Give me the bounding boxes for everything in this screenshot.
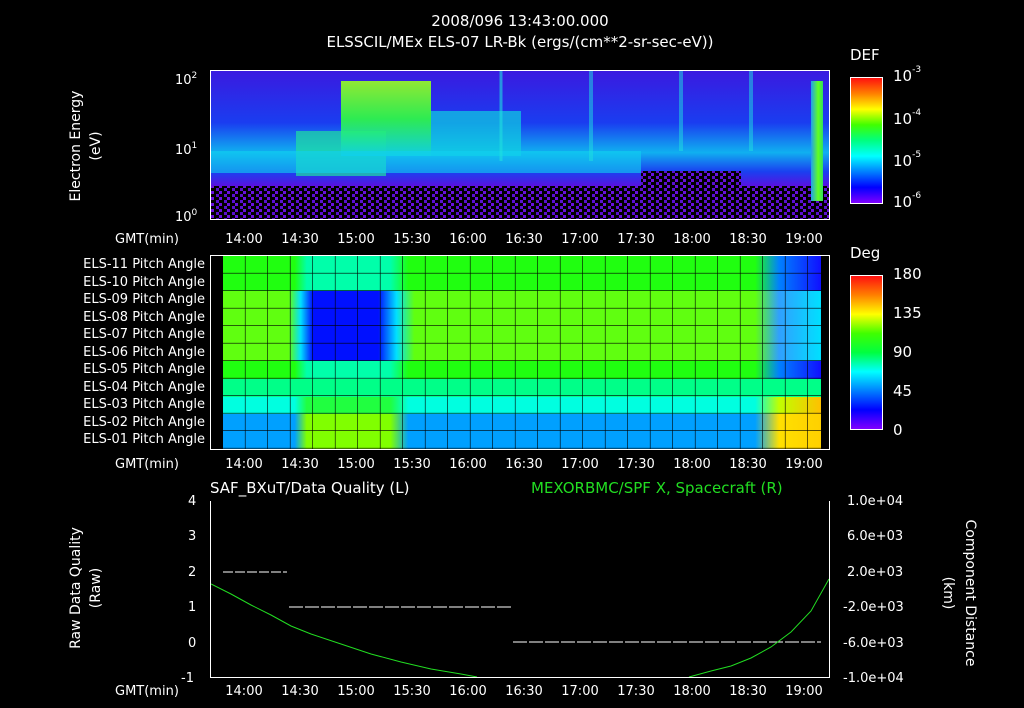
- spf-x-line-right: [688, 578, 829, 677]
- row-label: ELS-07 Pitch Angle: [83, 327, 205, 342]
- panel3-right-ylabel: Component Distance (km): [940, 519, 978, 667]
- row-label: ELS-02 Pitch Angle: [83, 415, 205, 430]
- row-label: ELS-09 Pitch Angle: [83, 292, 205, 307]
- spectrogram-plot: [211, 71, 829, 219]
- row-label: ELS-08 Pitch Angle: [83, 310, 205, 325]
- row-label: ELS-10 Pitch Angle: [83, 275, 205, 290]
- row-label: ELS-01 Pitch Angle: [83, 432, 205, 447]
- row-label: ELS-05 Pitch Angle: [83, 362, 205, 377]
- spf-x-line: [211, 583, 478, 677]
- panel2-colorbar-title: Deg: [850, 244, 881, 262]
- row-label: ELS-03 Pitch Angle: [83, 397, 205, 412]
- panel2-cbar-135: 135: [893, 304, 922, 322]
- panel2-cbar-180: 180: [893, 265, 922, 283]
- panel3-left-ylabel: Raw Data Quality (Raw): [68, 527, 104, 649]
- panel3-right-title: MEXORBMC/SPF X, Spacecraft (R): [531, 479, 783, 497]
- panel1-colorbar-title: DEF: [850, 46, 880, 64]
- line-plot-panel: [210, 501, 830, 678]
- panel2-cbar-90: 90: [893, 343, 913, 361]
- row-label: ELS-11 Pitch Angle: [83, 257, 205, 272]
- panel1-cbar-label-1e-3: 10-3: [893, 65, 922, 85]
- panel1-ytick-10: 101: [175, 141, 198, 158]
- row-label: ELS-06 Pitch Angle: [83, 345, 205, 360]
- panel2-colorbar: [850, 275, 883, 430]
- panel3-xlabel: GMT(min): [115, 684, 179, 699]
- panel1-cbar-label-1e-6: 10-6: [893, 191, 922, 211]
- spectrogram-panel: [210, 70, 830, 220]
- panel1-ytick-1: 100: [175, 208, 198, 225]
- panel2-xlabel: GMT(min): [115, 457, 179, 472]
- panel1-ylabel: Electron Energy (eV): [68, 90, 104, 202]
- panel2-cbar-45: 45: [893, 382, 913, 400]
- panel1-cbar-label-1e-5: 10-5: [893, 150, 922, 170]
- pitch-angle-plot: [211, 256, 829, 449]
- line-plot: [211, 571, 829, 677]
- plot-subtitle: ELSSCIL/MEx ELS-07 LR-Bk (ergs/(cm**2-sr…: [326, 33, 714, 51]
- panel2-cbar-0: 0: [893, 421, 903, 439]
- panel1-cbar-label-1e-4: 10-4: [893, 108, 922, 128]
- panel1-colorbar: [850, 77, 883, 204]
- row-label: ELS-04 Pitch Angle: [83, 380, 205, 395]
- panel3-left-title: SAF_BXuT/Data Quality (L): [210, 479, 410, 497]
- pitch-angle-panel: [210, 255, 830, 450]
- plot-timestamp: 2008/096 13:43:00.000: [431, 12, 609, 30]
- panel1-ytick-100: 102: [175, 71, 198, 88]
- panel1-xlabel: GMT(min): [115, 232, 179, 247]
